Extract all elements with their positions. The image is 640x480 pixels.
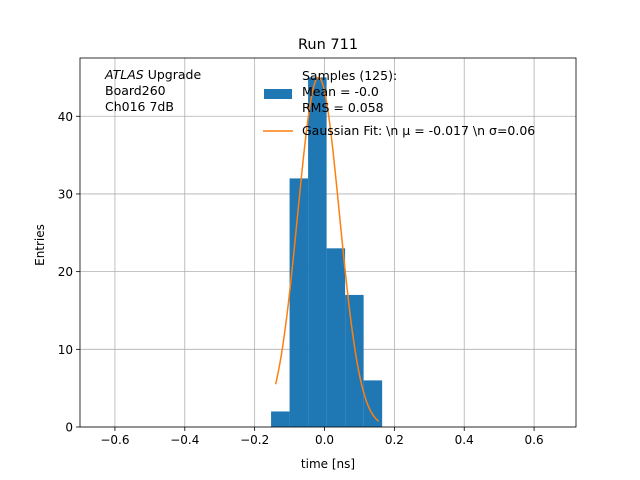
atlas-annotation: ATLAS Upgrade Board260 Ch016 7dB	[104, 67, 201, 114]
y-tick-label: 40	[58, 110, 73, 124]
x-tick-label: 0.4	[455, 433, 474, 447]
annotation-line: Board260	[105, 83, 166, 98]
histogram-bar	[289, 178, 309, 427]
x-tick-label: 0.0	[315, 433, 334, 447]
histogram-bars	[271, 77, 383, 427]
legend-samples-text: Samples (125):	[302, 68, 397, 83]
annotation-line: ATLAS Upgrade	[104, 67, 201, 82]
x-axis-label: time [ns]	[301, 457, 355, 471]
histogram-bar	[271, 411, 290, 427]
histogram-bar	[363, 380, 383, 427]
axes-frame	[79, 57, 577, 428]
histogram-bar	[326, 248, 346, 427]
legend-samples-text: RMS = 0.058	[302, 100, 384, 115]
legend-fit-text: Gaussian Fit: \n μ = -0.017 \n σ=0.06	[302, 123, 535, 138]
fit-line	[274, 76, 380, 422]
x-tick-label: −0.4	[170, 433, 199, 447]
y-tick-label: 0	[65, 421, 73, 435]
x-tick-label: 0.2	[385, 433, 404, 447]
y-tick-label: 20	[58, 265, 73, 279]
chart-title: Run 711	[298, 37, 358, 53]
atlas-label: ATLAS	[104, 67, 144, 82]
legend-samples-text: Mean = -0.0	[302, 84, 379, 99]
x-tick-label: 0.6	[525, 433, 544, 447]
y-tick-label: 10	[58, 343, 73, 357]
y-axis-label: Entries	[33, 224, 47, 266]
legend: Samples (125): Mean = -0.0 RMS = 0.058 Ga…	[263, 68, 535, 138]
histogram-bar	[308, 77, 327, 427]
y-tick-label: 30	[58, 187, 73, 201]
x-tick-label: −0.6	[100, 433, 129, 447]
histogram-bar	[345, 294, 364, 427]
gaussian-fit-curve	[274, 76, 380, 422]
legend-bar-swatch	[264, 89, 292, 99]
x-tick-label: −0.2	[240, 433, 269, 447]
annotation-text: Upgrade	[144, 67, 202, 82]
annotation-line: Ch016 7dB	[105, 99, 174, 114]
axis-ticks: −0.6 −0.4 −0.2 0.0 0.2 0.4 0.6 0 10 20 30 40	[58, 110, 544, 447]
